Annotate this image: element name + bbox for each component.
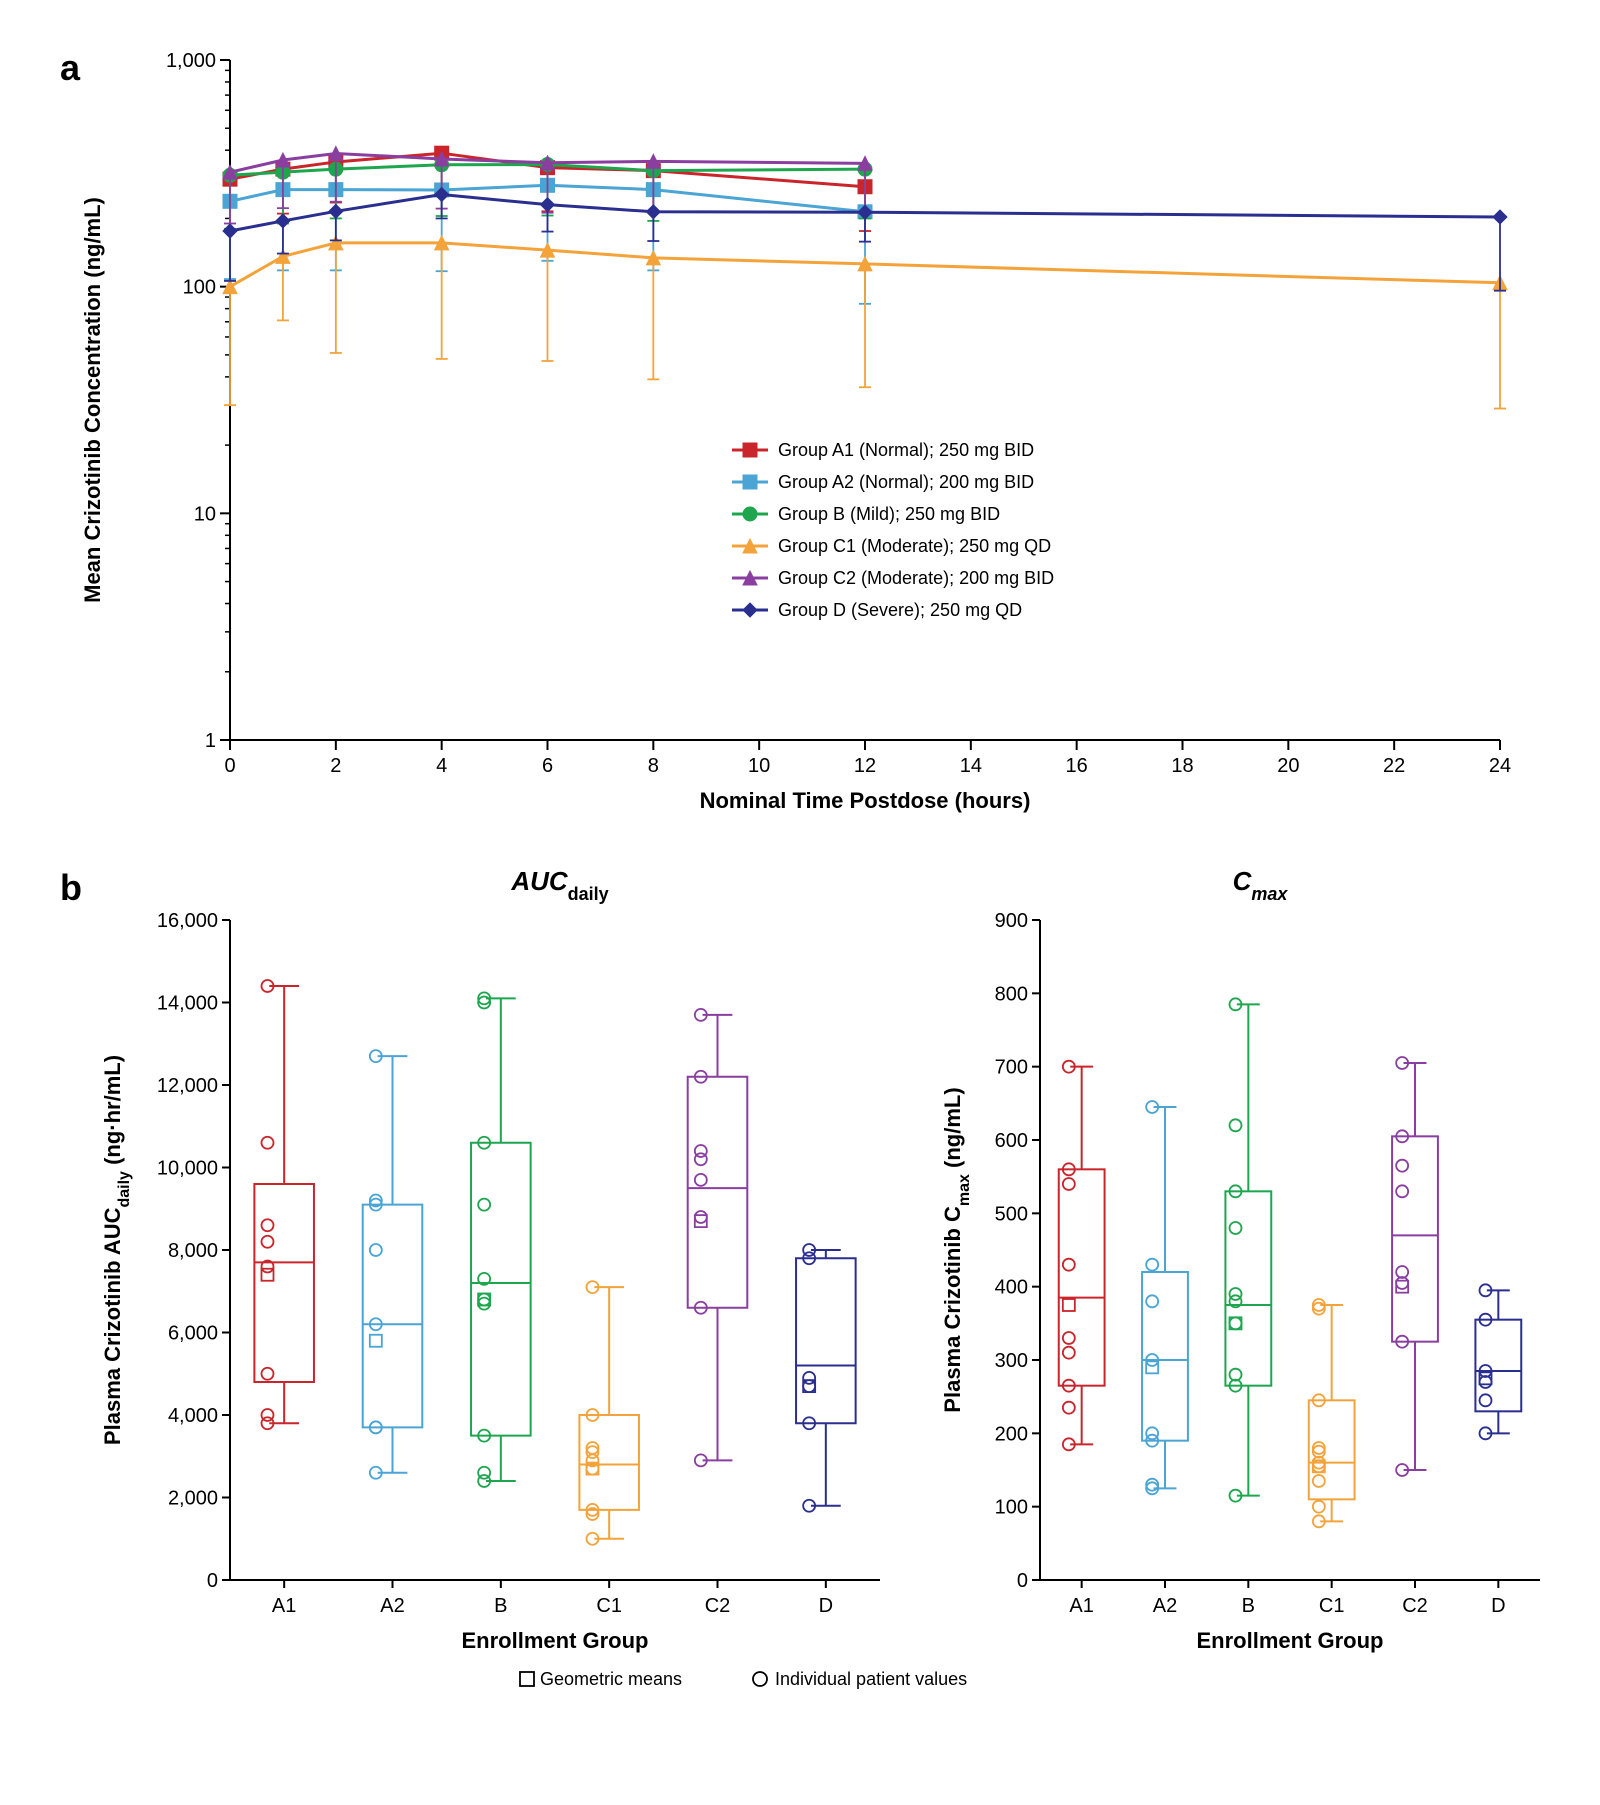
ytick-label: 0 bbox=[207, 1570, 218, 1592]
ytick-label: 14,000 bbox=[157, 993, 218, 1015]
legend-item-B: Group B (Mild); 250 mg BID bbox=[778, 504, 1000, 524]
xtick-label: 24 bbox=[1489, 755, 1511, 777]
panel-a-legend: Group A1 (Normal); 250 mg BID Group A2 (N… bbox=[732, 440, 1054, 620]
ytick-label: 100 bbox=[183, 277, 216, 299]
xtick-label: C1 bbox=[596, 1595, 622, 1617]
ytick-label: 4,000 bbox=[168, 1405, 218, 1427]
xtick-label: 10 bbox=[748, 755, 770, 777]
legend-item-C2: Group C2 (Moderate); 200 mg BID bbox=[778, 568, 1054, 588]
xtick-label: C2 bbox=[705, 1595, 731, 1617]
ytick-label: 2,000 bbox=[168, 1488, 218, 1510]
ytick-label: 200 bbox=[995, 1423, 1028, 1445]
xtick-label: 20 bbox=[1277, 755, 1299, 777]
xtick-label: 4 bbox=[436, 755, 447, 777]
panel-a-label: a bbox=[60, 47, 81, 88]
xtick-label: 2 bbox=[330, 755, 341, 777]
cmax-title: Cmax bbox=[1233, 866, 1289, 904]
ytick-label: 10,000 bbox=[157, 1158, 218, 1180]
ytick-label: 1,000 bbox=[166, 50, 216, 72]
legend-item-A2: Group A2 (Normal); 200 mg BID bbox=[778, 472, 1034, 492]
ytick-label: 700 bbox=[995, 1057, 1028, 1079]
xtick-label: 22 bbox=[1383, 755, 1405, 777]
auc-panel-xlabel: Enrollment Group bbox=[462, 1628, 649, 1653]
xtick-label: D bbox=[819, 1595, 833, 1617]
xtick-label: 8 bbox=[648, 755, 659, 777]
legend-ind: Individual patient values bbox=[775, 1669, 967, 1689]
ytick-label: 16,000 bbox=[157, 910, 218, 932]
ytick-label: 10 bbox=[194, 503, 216, 525]
figure-svg: a1101001,000024681012141618202224Nominal… bbox=[40, 20, 1600, 1780]
panel-a: a1101001,000024681012141618202224Nominal… bbox=[60, 47, 1511, 813]
panel-b-legend: Geometric means Individual patient values bbox=[520, 1669, 967, 1689]
ytick-label: 300 bbox=[995, 1350, 1028, 1372]
panel-a-xlabel: Nominal Time Postdose (hours) bbox=[700, 788, 1031, 813]
xtick-label: D bbox=[1491, 1595, 1505, 1617]
ytick-label: 800 bbox=[995, 983, 1028, 1005]
xtick-label: A2 bbox=[380, 1595, 404, 1617]
ytick-label: 100 bbox=[995, 1497, 1028, 1519]
xtick-label: B bbox=[494, 1595, 507, 1617]
xtick-label: 14 bbox=[960, 755, 982, 777]
ytick-label: 1 bbox=[205, 730, 216, 752]
xtick-label: A2 bbox=[1153, 1595, 1177, 1617]
ytick-label: 400 bbox=[995, 1277, 1028, 1299]
xtick-label: A1 bbox=[272, 1595, 296, 1617]
cmax-panel-ylabel: Plasma Crizotinib Cmax (ng/mL) bbox=[940, 1087, 973, 1412]
legend-geo: Geometric means bbox=[540, 1669, 682, 1689]
legend-item-A1: Group A1 (Normal); 250 mg BID bbox=[778, 440, 1034, 460]
ytick-label: 600 bbox=[995, 1130, 1028, 1152]
auc-panel-ylabel: Plasma Crizotinib AUCdaily (ng·hr/mL) bbox=[100, 1055, 133, 1445]
auc-panel: 0 2,000 4,000 6,000 8,000 10,000 12,000 14,000 1… bbox=[100, 910, 880, 1653]
xtick-label: 16 bbox=[1066, 755, 1088, 777]
xtick-label: 18 bbox=[1171, 755, 1193, 777]
xtick-label: C1 bbox=[1319, 1595, 1345, 1617]
ytick-label: 900 bbox=[995, 910, 1028, 932]
xtick-label: A1 bbox=[1069, 1595, 1093, 1617]
xtick-label: C2 bbox=[1402, 1595, 1428, 1617]
legend-item-C1: Group C1 (Moderate); 250 mg QD bbox=[778, 536, 1051, 556]
ytick-label: 0 bbox=[1017, 1570, 1028, 1592]
legend-item-D: Group D (Severe); 250 mg QD bbox=[778, 600, 1022, 620]
cmax-panel: 0 100 200 300 400 500 600 700 800 900 A1 A2 B C1 C2 D Pl… bbox=[940, 910, 1540, 1653]
xtick-label: 6 bbox=[542, 755, 553, 777]
cmax-panel-xlabel: Enrollment Group bbox=[1197, 1628, 1384, 1653]
ytick-label: 8,000 bbox=[168, 1240, 218, 1262]
ytick-label: 6,000 bbox=[168, 1323, 218, 1345]
auc-title: AUCdaily bbox=[510, 866, 608, 904]
ytick-label: 500 bbox=[995, 1203, 1028, 1225]
xtick-label: B bbox=[1242, 1595, 1255, 1617]
xtick-label: 0 bbox=[224, 755, 235, 777]
ytick-label: 12,000 bbox=[157, 1075, 218, 1097]
panel-a-ylabel: Mean Crizotinib Concentration (ng/mL) bbox=[80, 197, 105, 603]
xtick-label: 12 bbox=[854, 755, 876, 777]
panel-b-label: b bbox=[60, 867, 82, 908]
